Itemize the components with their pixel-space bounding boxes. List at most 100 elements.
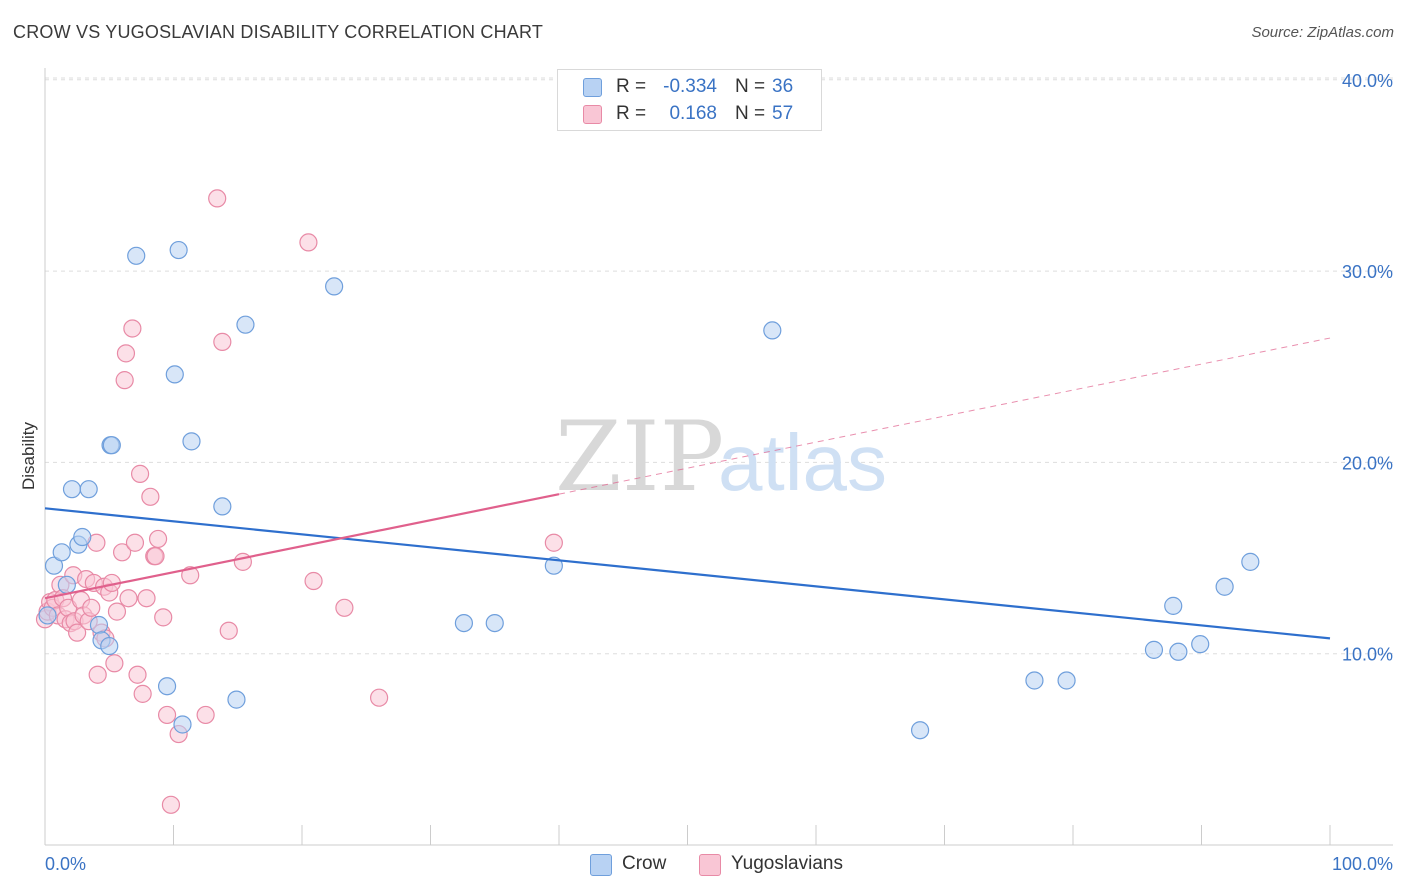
yugoslavians-point	[161, 795, 181, 814]
yugoslavians-point	[148, 529, 168, 549]
yugoslavians-point	[68, 623, 87, 642]
legend-r-label: R =	[616, 76, 647, 97]
crow-point	[169, 240, 188, 260]
yugoslavians-point	[299, 233, 318, 252]
legend-n-label: N =	[735, 76, 766, 97]
crow-point	[79, 480, 98, 499]
yugoslavians-point	[544, 533, 563, 552]
tick-labels: 10.0% 20.0% 30.0% 40.0% 0.0% 100.0%	[45, 71, 1393, 874]
crow-point	[127, 246, 146, 265]
x-tick-label: 100.0%	[1332, 854, 1393, 874]
yugoslavians-point	[181, 566, 200, 585]
yugoslavians-point	[115, 371, 134, 390]
yugoslavians-point	[112, 543, 132, 562]
legend-row-yugoslavians: R = 0.168 N = 57	[558, 101, 821, 127]
yugoslavians-point	[157, 705, 177, 725]
legend-r-label: R =	[616, 103, 647, 124]
yugoslavians-point	[125, 533, 145, 552]
crow-point	[236, 315, 255, 334]
yugoslavians-point	[107, 602, 127, 621]
yugoslavians-point	[130, 464, 150, 483]
crow-point	[157, 677, 177, 696]
yugoslavians-legend-label: Yugoslavians	[731, 853, 843, 874]
crow-point	[213, 497, 232, 516]
yugoslavians-point	[88, 665, 107, 684]
crow-point	[763, 321, 782, 340]
legend-r-value: 0.168	[669, 103, 717, 124]
crow-trend-line	[44, 507, 1331, 640]
yugoslavians-legend-icon	[699, 854, 721, 876]
yugoslavians-trend-line	[44, 493, 560, 600]
chart-title: CROW VS YUGOSLAVIAN DISABILITY CORRELATI…	[13, 22, 544, 42]
crow-point	[910, 721, 930, 740]
trend-lines	[44, 337, 1331, 640]
yugoslavians-point	[219, 621, 238, 640]
yugoslavians-point	[141, 487, 160, 506]
x-tick-label: 0.0%	[45, 854, 86, 874]
y-axis-label: Disability	[19, 421, 38, 490]
legend-r-value: -0.334	[663, 76, 717, 97]
legend-n-value: 57	[772, 103, 794, 124]
crow-point	[1169, 642, 1188, 661]
yugoslavians-swatch-icon	[583, 105, 602, 124]
watermark-zip: ZIP	[555, 401, 724, 513]
yugoslavians-points	[35, 189, 563, 814]
crow-point	[1057, 671, 1076, 690]
legend-row-crow: R = -0.334 N = 36	[558, 74, 821, 100]
crow-legend-icon	[590, 854, 612, 876]
axes	[44, 68, 1393, 846]
crow-legend-label: Crow	[622, 853, 667, 874]
crow-point	[544, 556, 563, 575]
y-tick-label: 40.0%	[1342, 71, 1393, 91]
crow-point	[1025, 671, 1044, 690]
crow-point	[227, 690, 246, 709]
crow-point	[325, 277, 344, 296]
crow-point	[57, 575, 76, 594]
yugoslavians-point	[116, 344, 136, 363]
y-tick-label: 10.0%	[1342, 645, 1393, 665]
crow-point	[1215, 577, 1234, 596]
crow-point	[182, 432, 201, 451]
yugoslavians-point	[213, 332, 232, 351]
y-tick-label: 30.0%	[1342, 262, 1393, 282]
crow-point	[62, 480, 82, 499]
y-tick-label: 20.0%	[1342, 453, 1393, 473]
crow-point	[38, 606, 57, 625]
watermark: ZIP atlas	[555, 401, 887, 513]
yugoslavians-point	[128, 665, 147, 684]
yugoslavians-point	[370, 688, 389, 707]
crow-point	[100, 636, 119, 656]
legend-n-value: 36	[772, 76, 794, 97]
yugoslavians-point	[123, 319, 142, 338]
crow-point	[44, 556, 64, 575]
legend-n-label: N =	[735, 103, 766, 124]
yugoslavians-point	[154, 608, 173, 627]
crow-point	[1191, 635, 1210, 654]
crow-point	[52, 543, 71, 562]
yugoslavians-point	[137, 589, 156, 608]
correlation-legend: R = -0.334 N = 36 R = 0.168 N = 57	[557, 69, 822, 131]
crow-point	[1164, 596, 1183, 615]
watermark-atlas: atlas	[718, 418, 887, 507]
yugoslavians-point	[335, 598, 354, 617]
yugoslavians-point	[133, 684, 152, 703]
yugoslavians-point	[105, 654, 124, 673]
crow-point	[485, 613, 504, 633]
crow-point	[89, 615, 109, 635]
crow-point	[165, 365, 184, 384]
crow-point	[173, 715, 192, 734]
crow-point	[1144, 640, 1164, 659]
yugoslavians-point	[119, 589, 138, 608]
source-label: Source: ZipAtlas.com	[1251, 24, 1394, 41]
crow-swatch-icon	[583, 78, 602, 97]
crow-point	[102, 436, 121, 455]
crow-point	[1241, 552, 1260, 571]
yugoslavians-point	[196, 705, 215, 725]
crow-point	[73, 527, 92, 547]
yugoslavians-point	[304, 571, 323, 591]
crow-point	[454, 613, 474, 633]
yugoslavians-point	[82, 598, 101, 617]
yugoslavians-point	[146, 547, 165, 566]
yugoslavians-point	[208, 189, 227, 208]
